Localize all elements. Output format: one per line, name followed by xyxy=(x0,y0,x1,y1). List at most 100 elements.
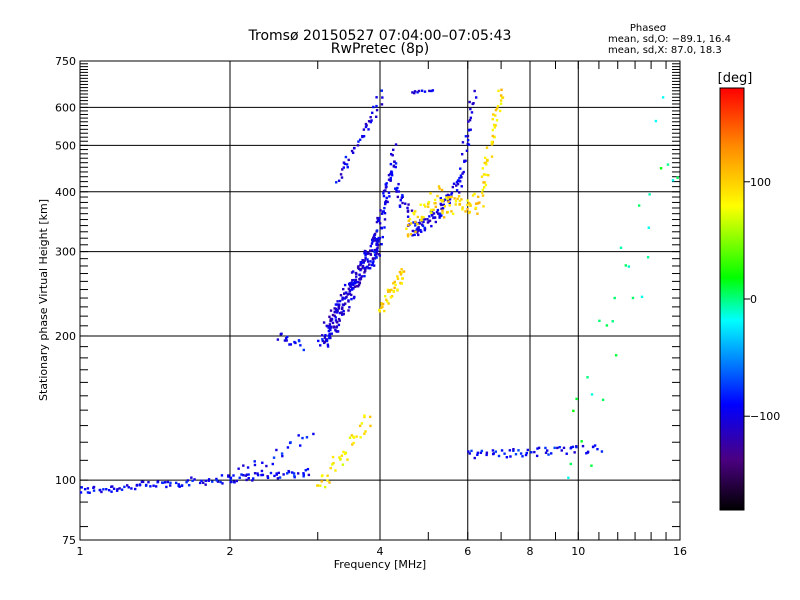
data-point xyxy=(351,443,354,446)
data-point xyxy=(480,191,484,194)
data-point xyxy=(439,198,442,202)
data-point xyxy=(348,436,352,439)
data-point xyxy=(120,488,124,491)
data-point xyxy=(360,261,363,264)
data-point xyxy=(491,134,494,138)
data-point xyxy=(348,306,351,309)
data-point xyxy=(276,477,280,480)
data-point xyxy=(384,202,387,206)
phase-stats: Phaseσ mean, sd,O: −89.1, 16.4 mean, sd,… xyxy=(608,23,731,56)
data-point xyxy=(452,182,456,185)
phase-stats-title: Phaseσ xyxy=(630,23,667,34)
data-point xyxy=(107,489,111,492)
data-point xyxy=(459,167,462,170)
data-point xyxy=(289,441,292,444)
data-point xyxy=(385,182,388,185)
data-point xyxy=(547,453,550,456)
data-point xyxy=(422,216,425,219)
data-point xyxy=(334,319,338,322)
data-point xyxy=(646,256,650,259)
data-point xyxy=(396,186,399,190)
data-point xyxy=(494,108,498,112)
data-point xyxy=(417,226,420,229)
data-point xyxy=(361,266,364,269)
data-point xyxy=(517,449,520,452)
data-point xyxy=(360,422,364,425)
data-point xyxy=(375,237,378,241)
data-point xyxy=(447,195,450,199)
data-point xyxy=(359,262,362,266)
data-point xyxy=(347,158,350,162)
data-point xyxy=(481,188,485,192)
data-point xyxy=(476,453,479,456)
grid-lines xyxy=(80,61,680,540)
data-point xyxy=(414,220,417,224)
data-point xyxy=(198,481,202,485)
data-point xyxy=(351,278,354,282)
data-point xyxy=(446,197,449,200)
data-point xyxy=(367,128,370,131)
data-point xyxy=(580,440,583,443)
data-point xyxy=(341,463,345,466)
data-point xyxy=(326,343,330,346)
data-point xyxy=(372,260,375,263)
data-point xyxy=(553,446,556,450)
data-point xyxy=(637,204,641,207)
data-point xyxy=(456,182,460,186)
data-point xyxy=(367,120,371,123)
data-point xyxy=(342,309,345,313)
data-point xyxy=(666,163,670,166)
data-point xyxy=(431,214,434,217)
data-point xyxy=(455,181,459,184)
data-point xyxy=(455,184,458,187)
colorbar-tick-label: −100 xyxy=(750,410,780,423)
data-point xyxy=(389,172,392,176)
data-point xyxy=(392,164,396,167)
data-point xyxy=(420,219,423,222)
data-point xyxy=(467,120,470,123)
data-point xyxy=(237,467,240,470)
data-point xyxy=(508,449,512,452)
data-point xyxy=(624,264,627,267)
data-point xyxy=(92,489,96,492)
data-point xyxy=(341,303,345,306)
data-point xyxy=(357,267,361,271)
data-point xyxy=(364,267,367,271)
data-point xyxy=(420,89,424,92)
data-point xyxy=(180,484,184,487)
data-point xyxy=(659,167,663,170)
data-point xyxy=(396,275,399,278)
data-point xyxy=(451,212,455,216)
data-point xyxy=(126,484,129,487)
data-point xyxy=(178,485,181,488)
data-point xyxy=(354,281,358,284)
data-point xyxy=(406,235,410,238)
data-point xyxy=(371,111,374,115)
data-point xyxy=(350,281,353,284)
data-point xyxy=(390,173,393,176)
data-point xyxy=(423,203,426,207)
data-point xyxy=(550,452,553,455)
y-tick-labels: 75 100 200 300 400 500 600 750 xyxy=(55,55,76,547)
data-point xyxy=(509,455,512,458)
data-point xyxy=(364,252,368,256)
data-point xyxy=(468,100,471,104)
data-point xyxy=(320,480,323,483)
data-point xyxy=(187,484,191,487)
data-point xyxy=(373,257,377,260)
data-point xyxy=(261,461,264,464)
data-point xyxy=(375,96,378,99)
data-point xyxy=(337,317,341,321)
data-point xyxy=(344,155,348,159)
data-point xyxy=(447,200,450,203)
y-tick-label: 100 xyxy=(55,474,76,487)
data-point xyxy=(378,222,382,225)
data-point xyxy=(464,135,468,138)
data-point xyxy=(482,205,485,208)
data-point xyxy=(301,436,304,440)
data-point xyxy=(297,434,300,437)
data-point xyxy=(408,218,412,221)
data-point xyxy=(288,343,291,346)
data-point xyxy=(375,243,378,246)
